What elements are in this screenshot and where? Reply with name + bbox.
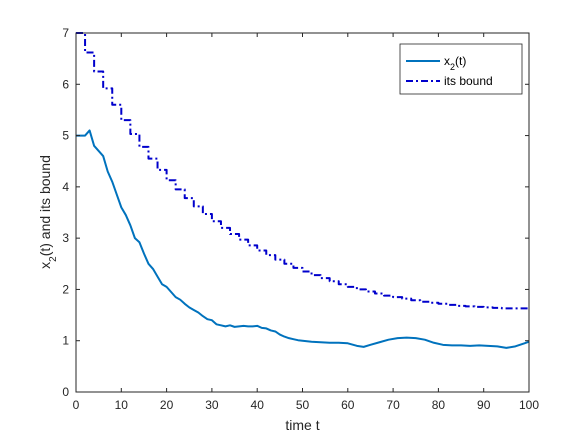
- x-tick-label: 60: [341, 398, 355, 412]
- series-line-bound: [76, 32, 529, 310]
- y-tick-label: 7: [62, 26, 69, 40]
- ticks-layer: 0 10 20 30 40 50 60 70 80 90 100 0 1 2 3 4 5 6 7: [62, 26, 539, 412]
- x-tick-label: 100: [519, 398, 539, 412]
- y-tick-label: 1: [62, 334, 69, 348]
- y-tick-label: 6: [62, 77, 69, 91]
- x-tick-label: 90: [477, 398, 491, 412]
- y-tick-label: 0: [62, 385, 69, 399]
- x-tick-label: 20: [160, 398, 174, 412]
- legend-box: [399, 43, 523, 95]
- x-tick-label: 30: [205, 398, 219, 412]
- y-axis-label: x2(t) and its bound: [37, 155, 59, 269]
- x-tick-label: 10: [115, 398, 129, 412]
- x-tick-label: 80: [432, 398, 446, 412]
- y-axis-label-post: (t) and its bound: [37, 155, 53, 256]
- legend-label-x2-post: (t): [455, 54, 466, 68]
- y-tick-label: 4: [62, 180, 69, 194]
- legend: x2(t) its bound: [399, 43, 523, 95]
- legend-label-x2: x2(t): [444, 54, 466, 72]
- y-tick-label: 5: [62, 129, 69, 143]
- x-tick-label: 40: [251, 398, 265, 412]
- legend-label-x2-sub: 2: [450, 62, 455, 72]
- series-line-x2: [76, 129, 530, 349]
- x-axis-label: time t: [285, 417, 319, 433]
- legend-label-x2-pre: x: [444, 54, 450, 68]
- series-layer: [76, 32, 530, 349]
- y-tick-label: 3: [62, 231, 69, 245]
- y-tick-label: 2: [62, 282, 69, 296]
- x-tick-label: 50: [296, 398, 310, 412]
- legend-label-bound: its bound: [444, 74, 493, 88]
- y-axis-label-sub: 2: [48, 256, 59, 262]
- x-tick-label: 70: [386, 398, 400, 412]
- y-axis-label-pre: x: [37, 262, 53, 269]
- x-tick-label: 0: [73, 398, 80, 412]
